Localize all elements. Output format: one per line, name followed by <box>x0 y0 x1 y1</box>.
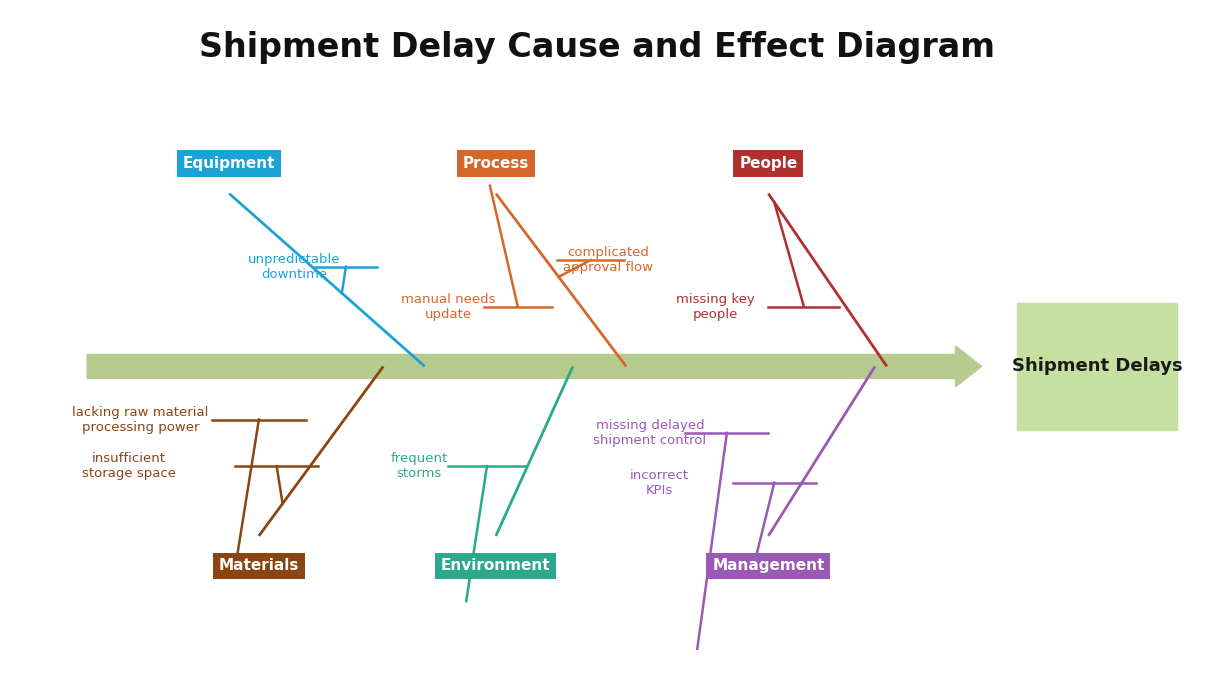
Text: Environment: Environment <box>441 559 551 573</box>
Text: insufficient
storage space: insufficient storage space <box>82 452 176 480</box>
Text: frequent
storms: frequent storms <box>391 452 447 480</box>
Text: complicated
approval flow: complicated approval flow <box>563 246 654 274</box>
Text: Management: Management <box>713 559 825 573</box>
Text: People: People <box>739 156 797 171</box>
Text: incorrect
KPIs: incorrect KPIs <box>630 468 689 497</box>
Text: lacking raw material
processing power: lacking raw material processing power <box>72 406 209 433</box>
FancyBboxPatch shape <box>1017 304 1177 429</box>
Text: missing delayed
shipment control: missing delayed shipment control <box>593 419 707 447</box>
Text: manual needs
update: manual needs update <box>402 293 496 320</box>
Text: unpredictable
downtime: unpredictable downtime <box>248 252 340 281</box>
Text: Process: Process <box>463 156 529 171</box>
Text: Shipment Delays: Shipment Delays <box>1012 357 1182 376</box>
Text: Materials: Materials <box>218 559 299 573</box>
Text: missing key
people: missing key people <box>675 293 755 320</box>
FancyArrow shape <box>87 346 982 387</box>
Text: Shipment Delay Cause and Effect Diagram: Shipment Delay Cause and Effect Diagram <box>199 31 995 64</box>
Text: Equipment: Equipment <box>183 156 275 171</box>
